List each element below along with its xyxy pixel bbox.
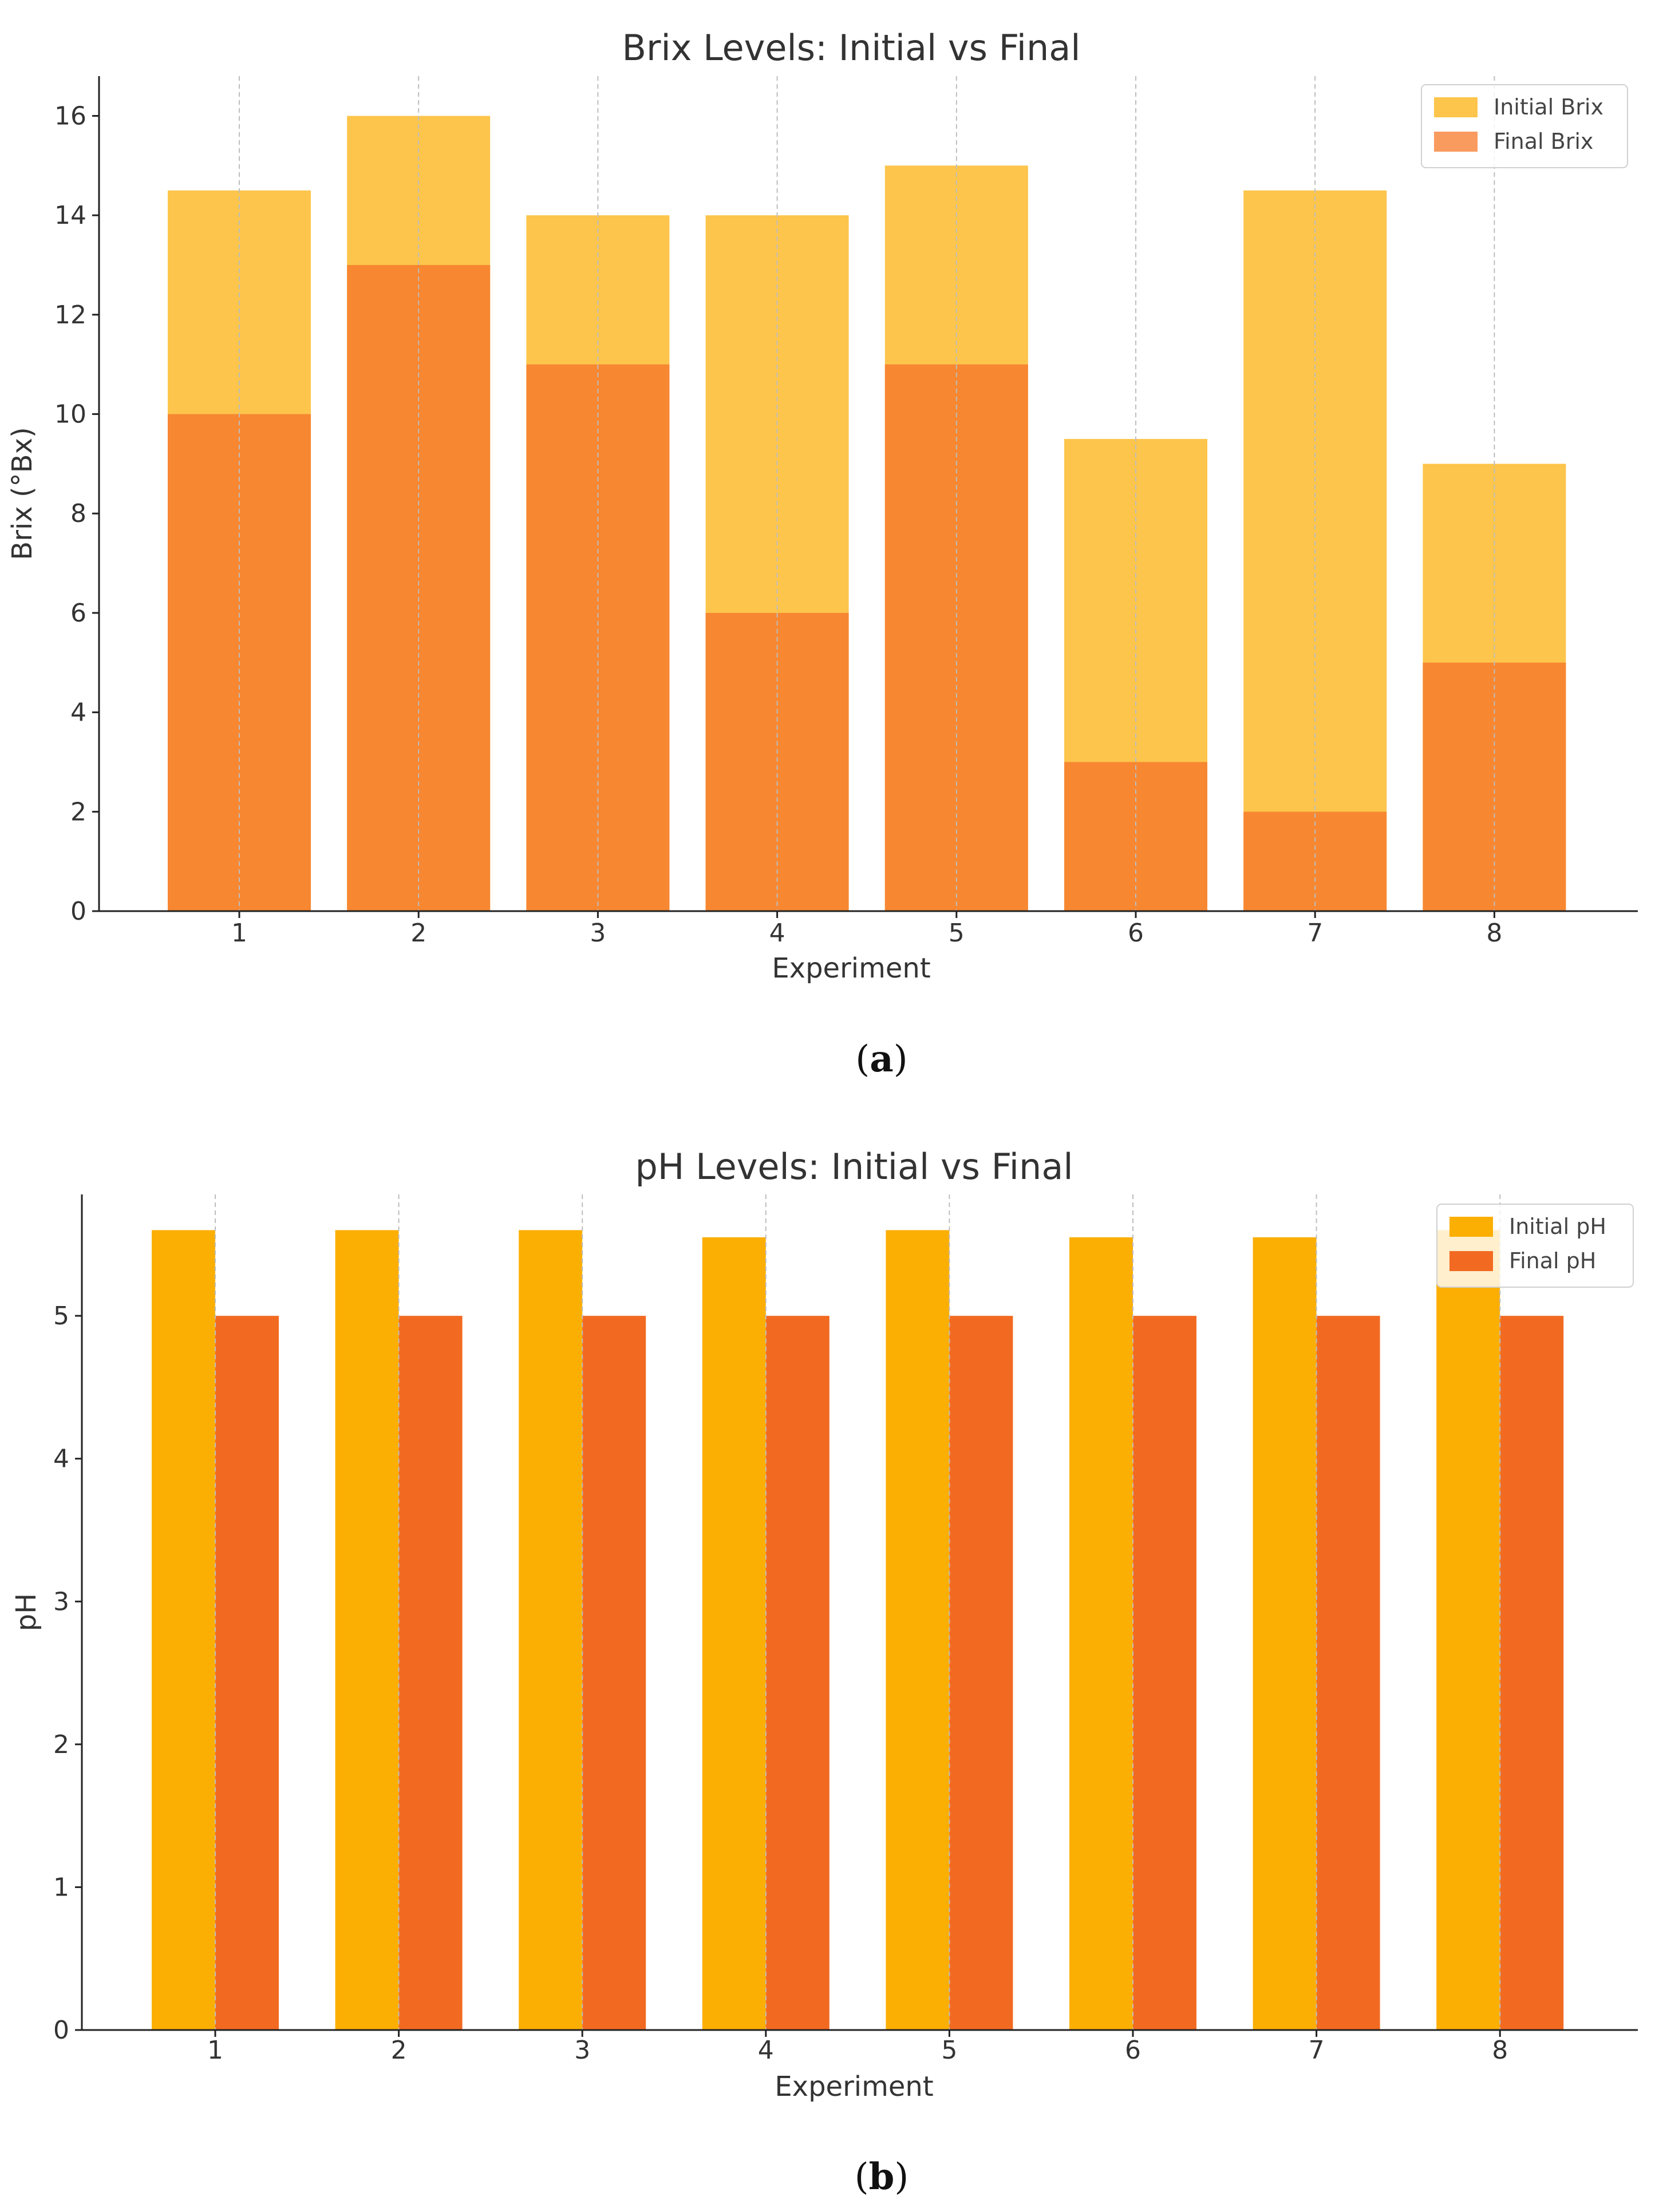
- x-tick-label-8: 8: [1492, 2036, 1508, 2065]
- bar-final-4: [705, 612, 849, 911]
- bar-final-4: [765, 1316, 830, 2030]
- legend-swatch-final: [1449, 1251, 1493, 1271]
- y-tick-label-5: 5: [53, 1301, 69, 1331]
- y-tick-label-16: 16: [54, 101, 86, 130]
- bar-final-1: [215, 1316, 279, 2030]
- bar-final-7: [1316, 1316, 1380, 2030]
- y-tick-label-14: 14: [54, 201, 86, 230]
- chart-title: pH Levels: Initial vs Final: [635, 1146, 1073, 1188]
- bars: [168, 116, 1566, 912]
- bar-initial-7: [1253, 1237, 1317, 2030]
- bar-initial-8: [1436, 1230, 1500, 2030]
- x-tick-label-5: 5: [949, 919, 965, 948]
- x-tick-label-6: 6: [1128, 919, 1144, 948]
- bar-final-3: [582, 1316, 646, 2030]
- bar-initial-2: [335, 1230, 399, 2030]
- x-tick-label-1: 1: [231, 919, 247, 948]
- y-tick-label-2: 2: [53, 1730, 69, 1759]
- y-tick-label-12: 12: [54, 300, 86, 330]
- chart-2: 1 2 3 4 5 6 7 8 0 1 2 3 4 5 pH Levels: Initial vs Fina…: [10, 1146, 1638, 2198]
- legend-label-initial: Initial Brix: [1494, 94, 1603, 120]
- x-tick-label-3: 3: [574, 2036, 590, 2065]
- legend-label-initial: Initial pH: [1509, 1214, 1606, 1239]
- bar-initial-1: [152, 1230, 215, 2030]
- x-tick-label-4: 4: [758, 2036, 774, 2065]
- bar-initial-4: [702, 1237, 766, 2030]
- y-tick-label-4: 4: [53, 1445, 69, 1474]
- caption: (a): [855, 1038, 907, 1081]
- y-tick-label-10: 10: [54, 400, 86, 429]
- y-ticks: 0 1 2 3 4 5: [53, 1301, 82, 2045]
- y-axis-label: Brix (°Bx): [6, 427, 38, 560]
- x-tick-label-8: 8: [1486, 919, 1502, 948]
- x-tick-label-7: 7: [1307, 919, 1323, 948]
- legend-label-final: Final Brix: [1494, 129, 1593, 154]
- bar-final-5: [949, 1316, 1013, 2030]
- x-tick-label-7: 7: [1309, 2036, 1325, 2065]
- x-tick-label-3: 3: [590, 919, 606, 948]
- y-tick-label-4: 4: [70, 698, 86, 727]
- x-tick-label-2: 2: [410, 919, 426, 948]
- x-axis-label: Experiment: [775, 2071, 933, 2103]
- y-tick-label-0: 0: [70, 897, 86, 926]
- bar-initial-6: [1069, 1237, 1133, 2030]
- bars: [152, 1230, 1564, 2030]
- bar-final-6: [1133, 1316, 1196, 2030]
- bar-initial-5: [886, 1230, 950, 2030]
- legend-swatch-initial: [1434, 97, 1478, 117]
- y-tick-label-8: 8: [70, 499, 86, 528]
- x-axis-label: Experiment: [772, 952, 930, 984]
- y-tick-label-2: 2: [70, 797, 86, 826]
- bar-final-8: [1500, 1316, 1564, 2030]
- x-tick-label-4: 4: [769, 919, 785, 948]
- caption: (b): [855, 2155, 909, 2198]
- legend: Initial Brix Final Brix: [1421, 84, 1628, 168]
- x-tick-label-2: 2: [391, 2036, 407, 2065]
- x-ticks: 1 2 3 4 5 6 7 8: [231, 911, 1502, 948]
- x-tick-label-5: 5: [941, 2036, 957, 2065]
- y-tick-label-6: 6: [70, 599, 86, 628]
- gridlines: [239, 76, 1495, 911]
- legend-swatch-final: [1434, 132, 1478, 152]
- y-tick-label-0: 0: [53, 2016, 69, 2045]
- y-ticks: 0 2 4 6 8 10 12 14 16: [54, 101, 99, 926]
- y-tick-label-3: 3: [53, 1587, 69, 1616]
- y-axis-label: pH: [10, 1593, 42, 1632]
- chart-title: Brix Levels: Initial vs Final: [622, 27, 1080, 69]
- bar-initial-3: [519, 1230, 583, 2030]
- y-tick-label-1: 1: [53, 1873, 69, 1902]
- legend-label-final: Final pH: [1509, 1248, 1596, 1273]
- x-ticks: 1 2 3 4 5 6 7 8: [207, 2030, 1508, 2065]
- bar-final-2: [398, 1316, 463, 2030]
- gridlines: [215, 1194, 1501, 2030]
- x-tick-label-1: 1: [207, 2036, 223, 2065]
- legend-swatch-initial: [1449, 1217, 1493, 1237]
- legend: Initial pH Final pH: [1436, 1204, 1634, 1288]
- x-tick-label-6: 6: [1125, 2036, 1141, 2065]
